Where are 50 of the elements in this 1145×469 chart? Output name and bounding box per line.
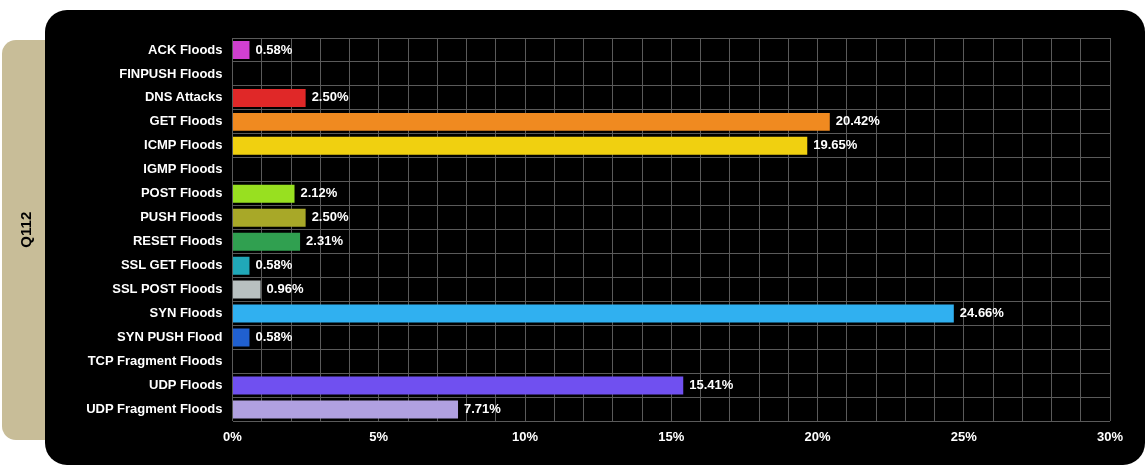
bar [233,136,808,155]
bar [233,400,459,419]
data-label: 20.42% [835,113,881,129]
data-label: 2.12% [300,185,338,201]
y-tick-label: TCP Fragment Floods [87,353,223,369]
y-tick-label: DNS Attacks [144,89,223,105]
bar [233,328,250,347]
data-label: 0.96% [266,281,304,297]
bar [233,208,306,227]
bar [233,232,301,251]
x-tick-label: 25% [950,428,978,444]
y-tick-label: ACK Floods [148,41,223,57]
bar [233,304,954,323]
y-tick-label: SYN PUSH Flood [117,329,223,345]
data-label: 0.58% [255,329,293,345]
y-tick-label: ICMP Floods [144,137,223,153]
x-tick-label: 10% [511,428,539,444]
bar [233,256,250,275]
y-tick-label: IGMP Floods [143,161,223,177]
x-tick-label: 30% [1096,428,1124,444]
x-tick-label: 5% [369,428,389,444]
y-tick-label: SSL POST Floods [112,281,223,297]
data-label: 0.58% [255,257,293,273]
y-tick-label: PUSH Floods [140,209,223,225]
data-label: 24.66% [959,305,1005,321]
y-tick-label: FINPUSH Floods [119,65,223,81]
data-label: 7.71% [464,401,502,416]
data-label: 2.50% [311,209,349,225]
y-tick-label: UDP Floods [149,377,223,393]
data-label: 0.58% [255,41,293,57]
data-label: 15.41% [689,377,734,393]
y-axis-title: Q112 [17,211,35,248]
y-tick-label: UDP Fragment Floods [86,401,223,416]
bar [233,184,295,203]
data-label: 19.65% [813,137,858,153]
x-tick-label: 15% [658,428,685,444]
y-tick-label: SYN Floods [149,305,223,321]
x-tick-label: 20% [804,428,831,444]
bar [233,88,306,107]
bar [233,280,261,299]
data-label: 2.50% [311,89,349,105]
bar [233,112,830,131]
bar [233,376,684,395]
y-tick-label: SSL GET Floods [120,257,223,273]
y-tick-label: POST Floods [140,185,223,201]
data-label: 2.31% [306,233,344,249]
bar [233,41,250,59]
x-tick-label: 0% [223,428,243,444]
y-tick-label: GET Floods [149,113,223,129]
y-tick-label: RESET Floods [132,233,223,249]
